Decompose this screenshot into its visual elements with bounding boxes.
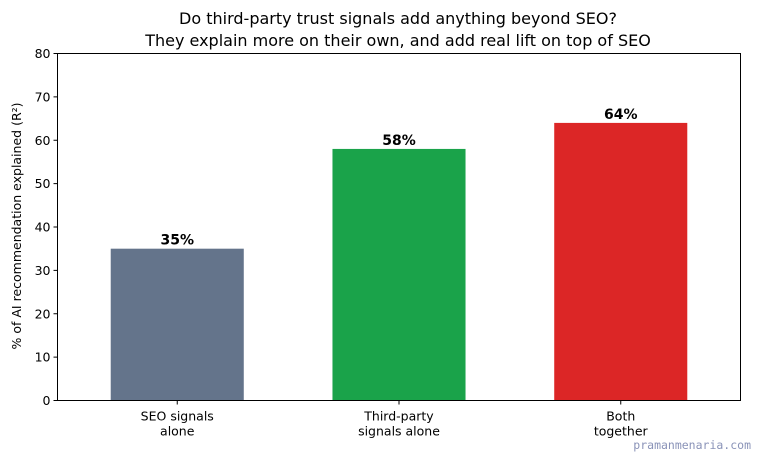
bar-data-label: 64% (604, 107, 638, 123)
y-tick-label: 50 (35, 176, 51, 191)
chart-title-line-2: They explain more on their own, and add … (144, 31, 651, 50)
x-tick-label: alone (160, 424, 195, 439)
chart-title-line-1: Do third-party trust signals add anythin… (179, 9, 617, 28)
x-tick-label: Third-party (363, 409, 434, 424)
y-tick-label: 0 (43, 393, 51, 408)
bar-data-label: 58% (382, 133, 416, 149)
y-tick-label: 10 (35, 350, 51, 365)
bars (110, 122, 688, 401)
y-tick-label: 80 (35, 46, 51, 61)
x-tick-label: Both (606, 409, 635, 424)
bar (110, 248, 244, 401)
y-tick-label: 60 (35, 133, 51, 148)
y-tick-label: 40 (35, 220, 51, 235)
bar-data-label: 35% (160, 233, 194, 249)
chart-title: Do third-party trust signals add anythin… (144, 9, 651, 50)
plot-frame (57, 53, 741, 401)
y-tick-label: 30 (35, 263, 51, 278)
y-tick-label: 70 (35, 89, 51, 104)
y-axis-ticks: 0 10 20 30 40 50 60 70 80 (35, 46, 58, 408)
bar (554, 122, 688, 401)
bar (332, 148, 466, 401)
data-labels: 35% 58% 64% (160, 107, 637, 249)
watermark: pramanmenaria.com (633, 438, 751, 452)
x-tick-label: SEO signals (141, 409, 214, 424)
x-tick-label: together (594, 424, 649, 439)
x-tick-label: signals alone (358, 424, 440, 439)
y-tick-label: 20 (35, 306, 51, 321)
y-axis-label: % of AI recommendation explained (R²) (9, 102, 24, 349)
